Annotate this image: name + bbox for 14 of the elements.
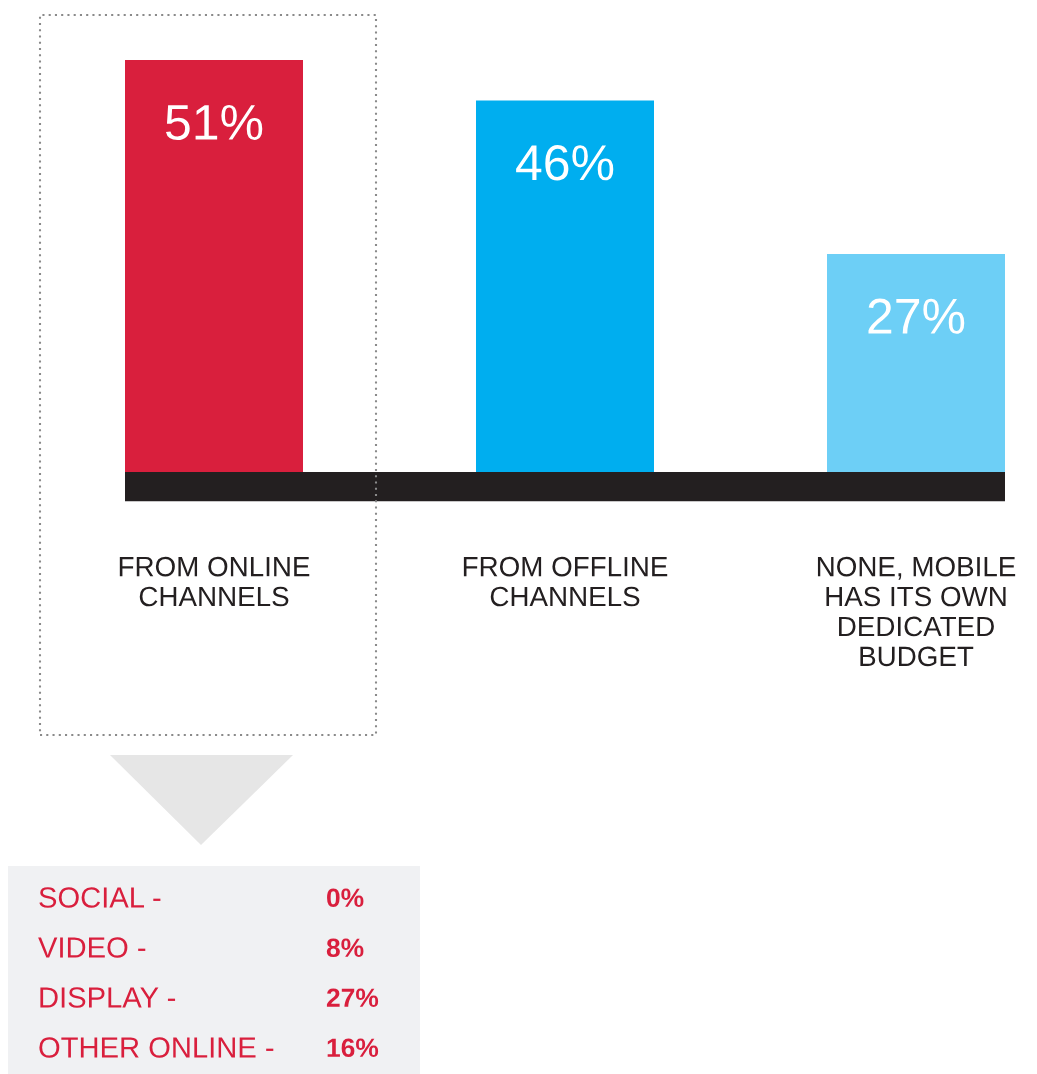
x-tick-label: FROM ONLINE CHANNELS: [119, 556, 310, 607]
category-label: OTHER ONLINE -: [39, 1037, 274, 1058]
category-label: SOCIAL -: [39, 887, 161, 908]
text: 27%: [326, 988, 379, 1008]
text: 0%: [327, 888, 364, 908]
x-tick-label: FROM OFFLINE CHANNELS: [463, 556, 668, 607]
x-tick-label: NONE, MOBILE HAS ITS OWN DEDICATED BUDGET: [817, 556, 1016, 667]
category-label: DISPLAY -: [40, 987, 176, 1008]
data-label: 27%: [868, 298, 965, 334]
category-label: VIDEO -: [38, 937, 146, 958]
text: 8%: [326, 938, 364, 958]
data-label: 46%: [516, 145, 614, 181]
text: 16%: [327, 1038, 379, 1058]
data-label: 51%: [165, 104, 263, 141]
